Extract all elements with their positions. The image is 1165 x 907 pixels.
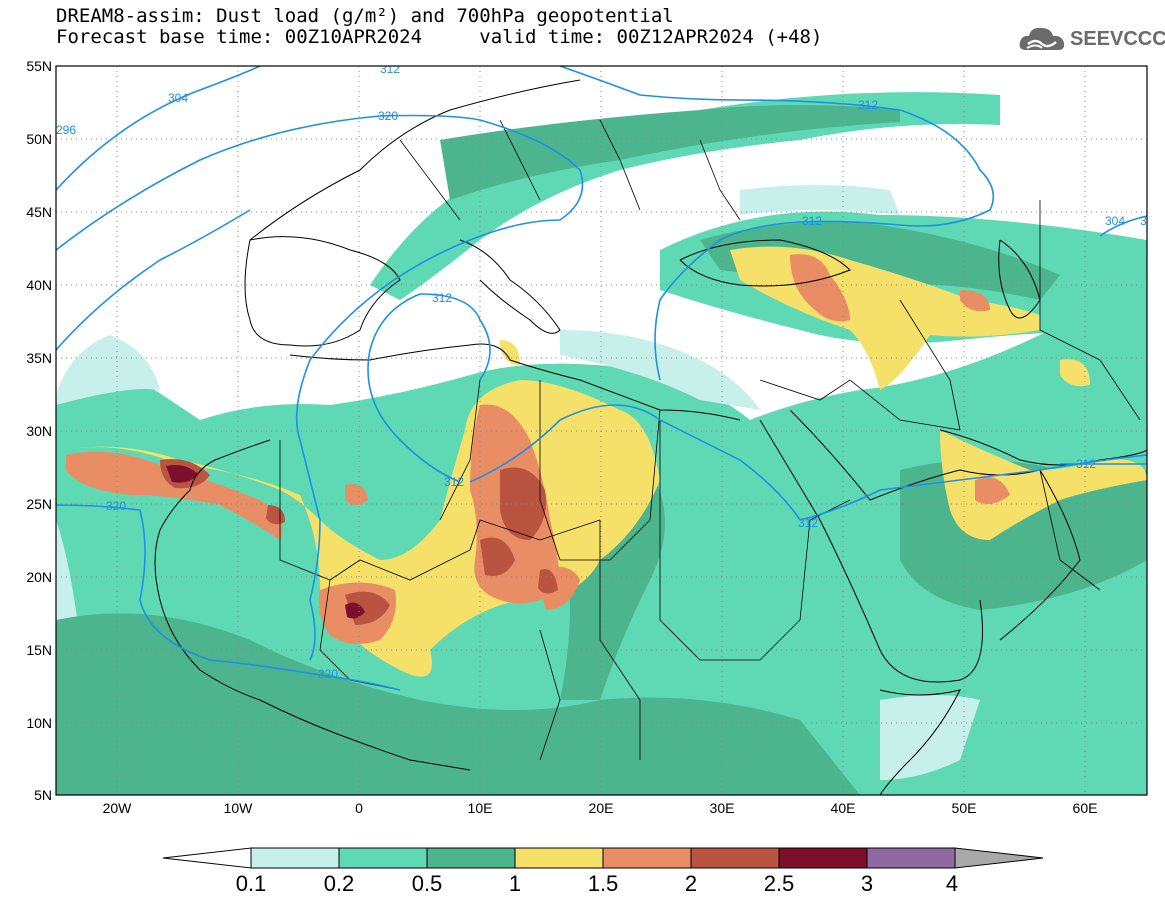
colorbar-box — [690, 847, 780, 869]
title-base-time: Forecast base time: 00Z10APR2024 — [56, 26, 423, 48]
lat-label: 40N — [26, 277, 52, 293]
grid-lines — [56, 66, 1147, 795]
contour-label: 312 — [802, 214, 822, 228]
contour-label: 312 — [444, 475, 464, 489]
contour-labels: 312 304 320 296 312 312 312 312 320 312 … — [56, 62, 1160, 681]
colorbar-box — [338, 847, 428, 869]
colorbar-box — [866, 847, 956, 869]
colorbar-boxes — [162, 847, 1044, 869]
contour-label: 320 — [318, 667, 338, 681]
country-borders — [279, 119, 1141, 761]
colorbar-box — [778, 847, 868, 869]
contour-label: 312 — [798, 516, 818, 530]
map-frame — [55, 65, 1148, 796]
colorbar-label: 2 — [685, 871, 697, 896]
lat-label: 10N — [26, 715, 52, 731]
colorbar-label: 0.1 — [236, 871, 267, 896]
colorbar-label: 3 — [861, 871, 873, 896]
lon-label: 20E — [589, 800, 614, 816]
lat-label: 55N — [26, 58, 52, 74]
lon-axis-labels: 20W 10W 0 10E 20E 30E 40E 50E 60E — [103, 800, 1098, 816]
colorbar-box — [426, 847, 516, 869]
contour-label: 312 — [858, 98, 878, 112]
lat-label: 45N — [26, 204, 52, 220]
cloud-icon — [1019, 27, 1065, 50]
colorbar-box — [250, 847, 340, 869]
lat-label: 15N — [26, 642, 52, 658]
colorbar-label: 2.5 — [764, 871, 795, 896]
contour-label: 312 — [432, 291, 452, 305]
colorbar-under-triangle — [162, 847, 252, 869]
lon-label: 10W — [224, 800, 254, 816]
title-line1: DREAM8-assim: Dust load (g/m²) and 700hP… — [56, 5, 674, 27]
lat-label: 25N — [26, 496, 52, 512]
lon-label: 50E — [952, 800, 977, 816]
seevccc-logo: SEEVCCC — [1018, 24, 1165, 54]
lon-label: 60E — [1073, 800, 1098, 816]
colorbar-label: 0.5 — [412, 871, 443, 896]
lat-label: 30N — [26, 423, 52, 439]
contour-label: 312 — [380, 62, 400, 76]
contour-label: 320 — [106, 499, 126, 513]
logo-text: SEEVCCC — [1070, 27, 1165, 50]
lon-label: 20W — [103, 800, 133, 816]
colorbar-labels: 0.1 0.2 0.5 1 1.5 2 2.5 3 4 — [236, 871, 958, 896]
dust-field — [56, 92, 1147, 795]
lon-label: 0 — [355, 800, 363, 816]
lat-label: 5N — [34, 787, 52, 803]
lon-label: 30E — [710, 800, 735, 816]
contour-label: 296 — [56, 123, 76, 137]
colorbar-label: 1.5 — [588, 871, 619, 896]
map-title: DREAM8-assim: Dust load (g/m²) and 700hP… — [56, 6, 822, 48]
colorbar-label: 0.2 — [324, 871, 355, 896]
lat-label: 50N — [26, 131, 52, 147]
lon-label: 10E — [468, 800, 493, 816]
title-valid-time: valid time: 00Z12APR2024 (+48) — [479, 26, 823, 48]
lat-label: 20N — [26, 569, 52, 585]
contour-label: 304 — [168, 91, 188, 105]
colorbar-label: 1 — [509, 871, 521, 896]
lat-label: 35N — [26, 350, 52, 366]
geopotential-contours — [56, 66, 1147, 691]
colorbar-box — [514, 847, 604, 869]
contour-label: 304 — [1105, 214, 1125, 228]
contour-label: 312 — [1140, 214, 1160, 228]
contour-label: 312 — [1076, 457, 1096, 471]
colorbar-box — [602, 847, 692, 869]
lon-label: 40E — [831, 800, 856, 816]
lat-axis-labels: 55N 50N 45N 40N 35N 30N 25N 20N 15N 10N … — [26, 58, 52, 803]
colorbar-label: 4 — [946, 871, 958, 896]
colorbar-over-triangle — [954, 847, 1044, 869]
contour-label: 320 — [378, 109, 398, 123]
